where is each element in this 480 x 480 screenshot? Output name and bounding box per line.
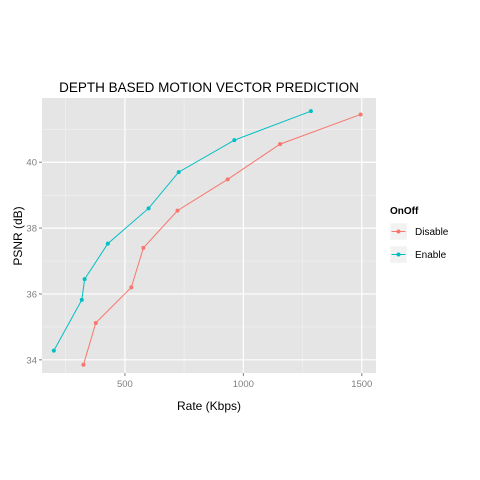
data-point-disable xyxy=(278,142,283,147)
series-layer xyxy=(51,109,363,367)
data-point-disable xyxy=(129,285,134,290)
data-point-enable xyxy=(146,206,151,211)
legend-title: OnOff xyxy=(390,206,419,217)
grid-minor xyxy=(42,98,376,373)
x-tick-label: 1000 xyxy=(233,379,254,390)
data-point-enable xyxy=(82,277,87,282)
data-point-enable xyxy=(176,170,181,175)
y-tick-label: 38 xyxy=(26,224,37,235)
grid-major xyxy=(42,98,376,373)
data-point-disable xyxy=(81,362,86,367)
data-point-disable xyxy=(175,208,180,213)
legend-label-enable: Enable xyxy=(415,250,447,261)
data-point-disable xyxy=(93,320,98,325)
panel-background xyxy=(42,98,376,373)
y-tick-label: 36 xyxy=(26,289,37,300)
data-point-enable xyxy=(79,297,84,302)
x-axis-ticks: 500 1000 1500 xyxy=(117,373,372,390)
data-point-disable xyxy=(225,177,230,182)
series-line-enable xyxy=(53,110,312,351)
data-point-disable xyxy=(141,245,146,250)
y-tick-label: 34 xyxy=(26,355,37,366)
data-point-enable xyxy=(308,109,313,114)
legend-label-disable: Disable xyxy=(415,227,449,238)
chart-title: DEPTH BASED MOTION VECTOR PREDICTION xyxy=(59,80,359,95)
series-line-disable xyxy=(82,113,361,365)
y-axis-ticks: 34 36 38 40 xyxy=(26,158,42,366)
x-axis-label: Rate (Kbps) xyxy=(177,399,241,413)
legend-point-enable xyxy=(396,252,401,257)
x-tick-label: 1500 xyxy=(351,379,372,390)
data-point-enable xyxy=(232,138,237,143)
data-point-enable xyxy=(51,348,56,353)
data-point-disable xyxy=(358,112,363,117)
legend-point-disable xyxy=(396,229,401,234)
y-tick-label: 40 xyxy=(26,158,37,169)
x-tick-label: 500 xyxy=(117,379,133,390)
legend: OnOff Disable Enable xyxy=(389,206,449,264)
legend-items: Disable Enable xyxy=(389,222,449,264)
y-axis-label: PSNR (dB) xyxy=(11,206,25,265)
data-point-enable xyxy=(105,241,110,246)
